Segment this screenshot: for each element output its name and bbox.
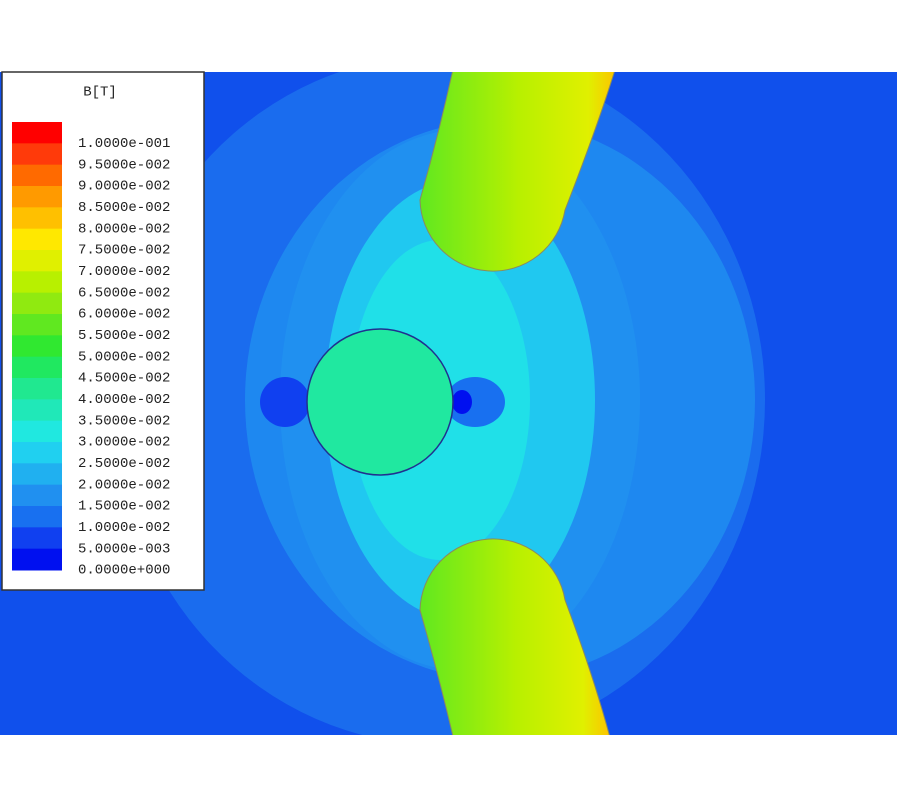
contour <box>452 390 472 414</box>
legend-swatch <box>12 314 62 336</box>
lower-tooth <box>419 538 610 735</box>
legend-label: 4.0000e-002 <box>78 392 170 408</box>
legend-label: 9.5000e-002 <box>78 157 170 173</box>
legend-swatch <box>12 399 62 422</box>
legend-swatch <box>12 271 62 294</box>
legend-swatch <box>12 335 62 358</box>
legend-swatch <box>12 186 62 208</box>
upper-tooth <box>419 72 615 272</box>
legend-label: 5.0000e-002 <box>78 349 170 365</box>
legend-swatch <box>12 527 62 550</box>
legend-swatch <box>12 122 62 144</box>
legend-label: 5.5000e-002 <box>78 328 170 344</box>
legend-label: 7.0000e-002 <box>78 264 170 280</box>
legend-swatch <box>12 442 62 464</box>
legend: 1.0000e-001 9.5000e-002 9.0000e-002 8.5000e… <box>12 122 170 579</box>
legend-swatch <box>12 420 62 443</box>
legend-swatch <box>12 228 62 251</box>
legend-label: 0.0000e+000 <box>78 563 170 579</box>
legend-swatch <box>12 356 62 379</box>
legend-swatch <box>12 143 62 166</box>
legend-swatch <box>12 250 62 272</box>
legend-label: 4.5000e-002 <box>78 371 170 387</box>
center-conductor <box>306 328 454 476</box>
legend-swatch <box>12 506 62 528</box>
legend-label: 2.5000e-002 <box>78 456 170 472</box>
legend-label: 2.0000e-002 <box>78 477 170 493</box>
legend-label: 3.0000e-002 <box>78 435 170 451</box>
legend-swatch <box>12 484 62 507</box>
legend-swatch <box>12 164 62 187</box>
legend-title: B[T] <box>83 85 117 101</box>
legend-label: 9.0000e-002 <box>78 179 170 195</box>
contour <box>260 377 310 427</box>
legend-label: 6.0000e-002 <box>78 307 170 323</box>
legend-label: 8.0000e-002 <box>78 221 170 237</box>
legend-swatch <box>12 378 62 400</box>
legend-label: 1.5000e-002 <box>78 499 170 515</box>
legend-swatch <box>12 292 62 315</box>
legend-swatch <box>12 548 62 571</box>
legend-swatch <box>12 207 62 230</box>
legend-label: 3.5000e-002 <box>78 413 170 429</box>
legend-label: 5.0000e-003 <box>78 541 170 557</box>
legend-label: 6.5000e-002 <box>78 285 170 301</box>
field-area <box>0 72 897 735</box>
legend-label: 8.5000e-002 <box>78 200 170 216</box>
legend-label: 1.0000e-001 <box>78 136 170 152</box>
legend-label: 7.5000e-002 <box>78 243 170 259</box>
legend-label: 1.0000e-002 <box>78 520 170 536</box>
contour <box>445 377 505 427</box>
legend-swatch <box>12 463 62 486</box>
